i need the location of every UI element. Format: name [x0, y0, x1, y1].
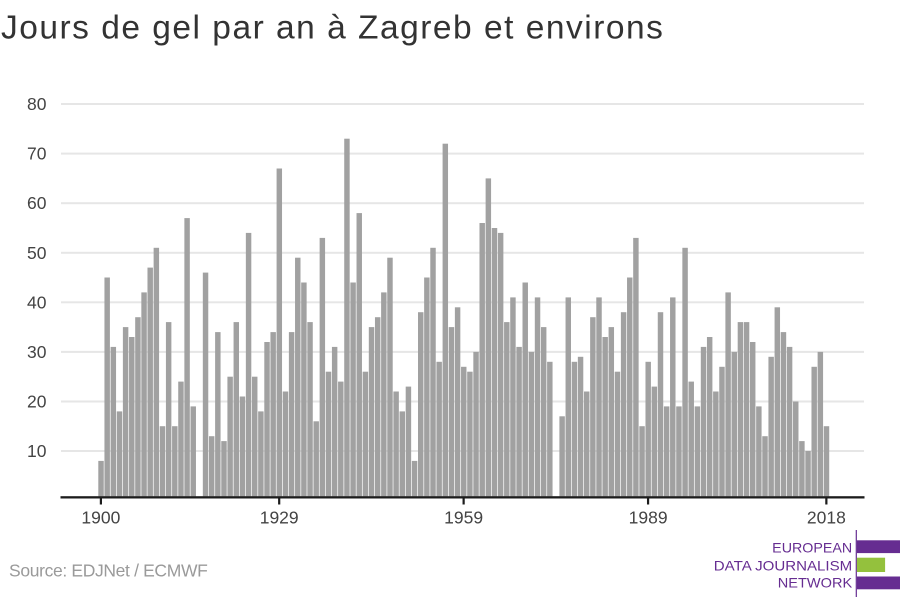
- svg-text:10: 10: [27, 441, 47, 461]
- svg-text:20: 20: [27, 392, 47, 412]
- svg-text:1959: 1959: [444, 508, 483, 528]
- svg-text:70: 70: [27, 144, 47, 164]
- svg-text:1929: 1929: [260, 508, 299, 528]
- svg-text:Source: EDJNet / ECMWF: Source: EDJNet / ECMWF: [9, 561, 207, 581]
- svg-text:40: 40: [27, 292, 47, 312]
- svg-text:DATA JOURNALISM: DATA JOURNALISM: [714, 557, 852, 573]
- svg-text:NETWORK: NETWORK: [778, 575, 853, 591]
- svg-text:1989: 1989: [629, 508, 668, 528]
- svg-text:Jours de gel par an à Zagreb e: Jours de gel par an à Zagreb et environs: [1, 10, 664, 47]
- svg-text:2018: 2018: [807, 508, 846, 528]
- svg-text:1900: 1900: [81, 508, 120, 528]
- svg-text:60: 60: [27, 193, 47, 213]
- svg-text:EUROPEAN: EUROPEAN: [772, 539, 852, 555]
- svg-text:80: 80: [27, 94, 47, 114]
- svg-text:50: 50: [27, 243, 47, 263]
- svg-text:30: 30: [27, 342, 47, 362]
